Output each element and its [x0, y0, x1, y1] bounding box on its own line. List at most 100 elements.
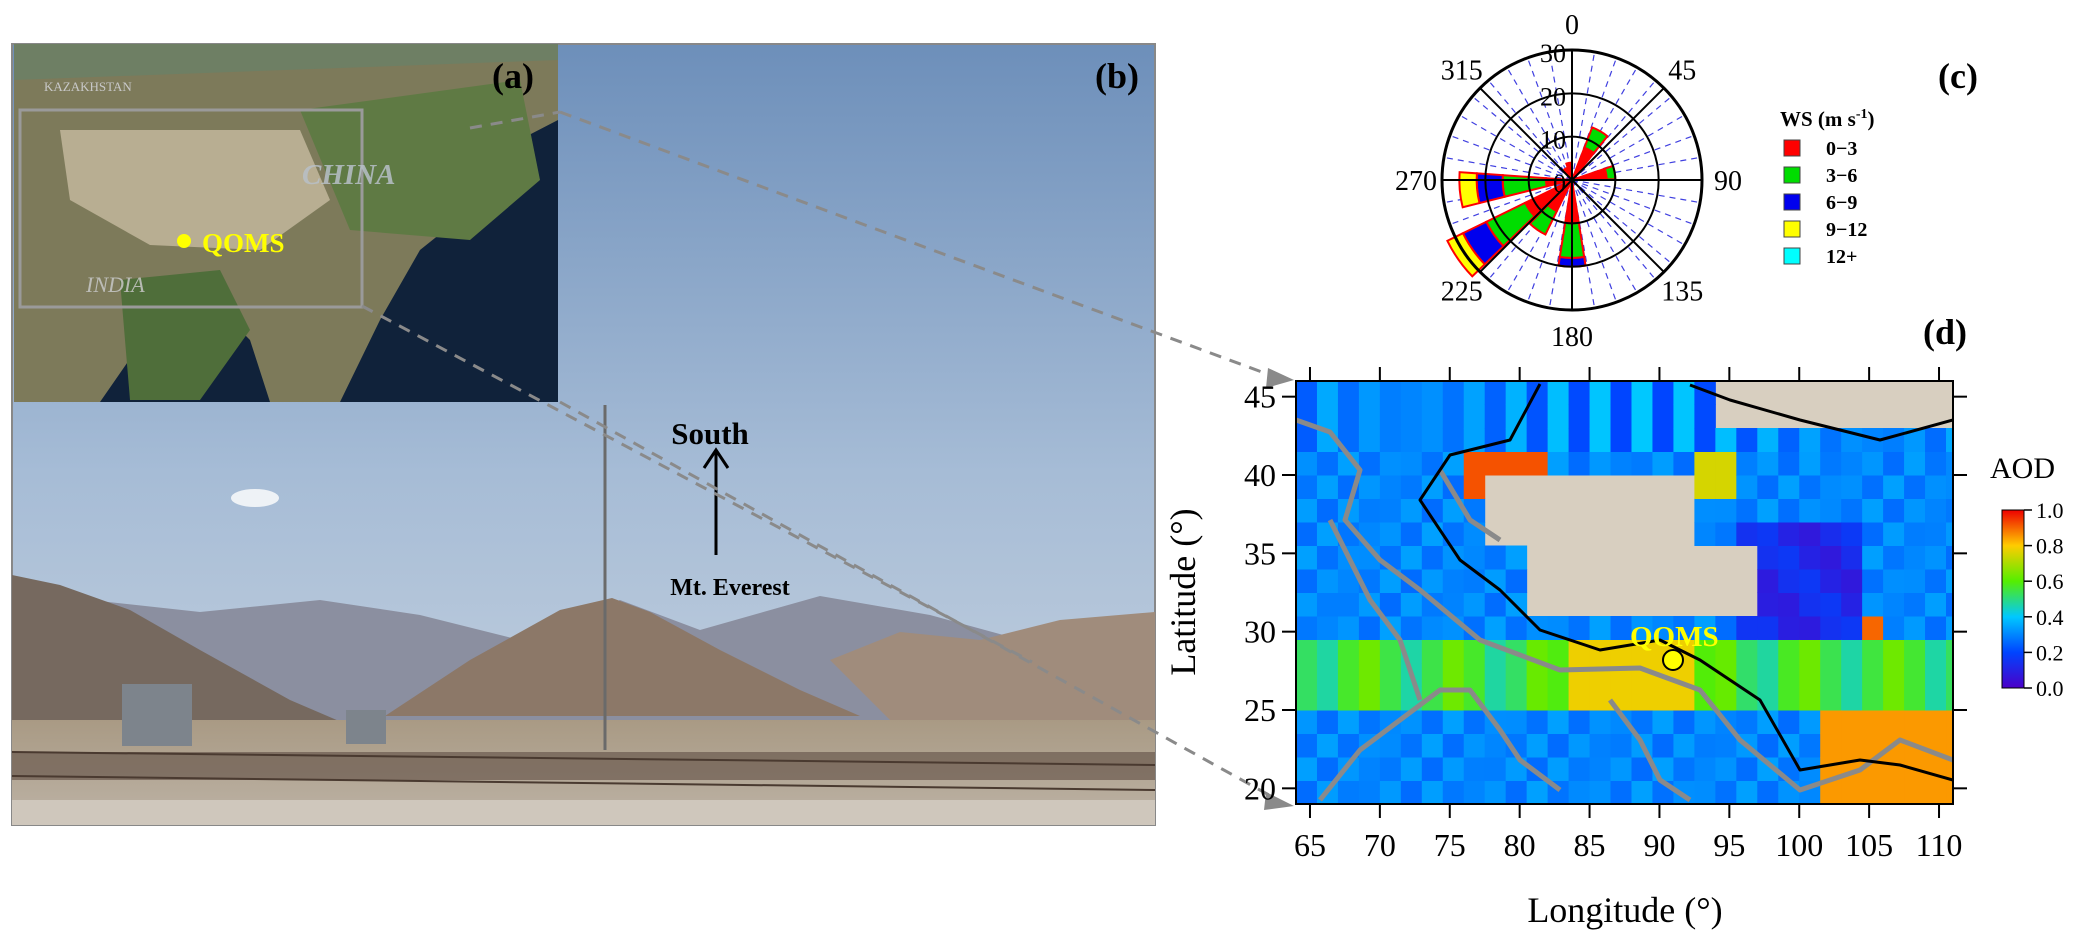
aod-cell [1400, 475, 1423, 499]
aod-cell [1337, 710, 1360, 734]
aod-cell [1799, 451, 1821, 476]
aod-cell [1379, 757, 1402, 781]
aod-cell [1652, 710, 1674, 734]
aod-cell [1421, 498, 1444, 523]
aod-cell [1337, 404, 1360, 429]
aod-cell [1316, 451, 1339, 476]
aod-cell [1547, 404, 1570, 429]
aod-cell [1883, 686, 1905, 711]
aod-cell [1337, 780, 1360, 804]
aod-cell [1547, 733, 1570, 758]
aod-cell [1400, 522, 1423, 546]
aod-cell [1820, 733, 1842, 758]
aod-cell [1841, 498, 1863, 523]
aod-cell [1694, 780, 1716, 804]
aod-cell [1883, 710, 1905, 734]
aod-cell [1316, 545, 1339, 570]
aod-cell [1421, 428, 1444, 452]
qoms-marker-map [1662, 649, 1684, 671]
aod-cell [1820, 616, 1842, 640]
rose-axis [1571, 87, 1665, 181]
aod-cell [1631, 381, 1653, 405]
aod-cell [1736, 780, 1758, 804]
aod-cell [1505, 733, 1528, 758]
colorbar-tick-label: 0.8 [2036, 534, 2064, 559]
aod-cell [1841, 616, 1863, 640]
wind-legend-swatch [1783, 166, 1801, 184]
aod-cell [1547, 686, 1570, 711]
aod-cell [1673, 686, 1695, 711]
aod-cell [1589, 757, 1612, 781]
aod-cell [1757, 592, 1779, 617]
aod-cell [1505, 404, 1528, 429]
aod-cell [1442, 522, 1465, 546]
aod-cell [1316, 475, 1339, 499]
aod-cell [1421, 639, 1444, 664]
aod-cell [1694, 757, 1716, 781]
aod-cell [1694, 663, 1716, 687]
aod-cell [1442, 545, 1465, 570]
aod-cell [1610, 428, 1632, 452]
aod-cell [1316, 639, 1339, 664]
aod-cell [1715, 733, 1737, 758]
aod-cell [1946, 639, 1953, 664]
x-tick-label: 85 [1574, 827, 1606, 863]
aod-cell [1883, 616, 1905, 640]
aod-cell [1442, 428, 1465, 452]
aod-cell [1463, 757, 1486, 781]
aod-cell [1337, 639, 1360, 664]
aod-cell [1568, 616, 1591, 640]
aod-cell [1358, 663, 1381, 687]
aod-cell [1337, 663, 1360, 687]
aod-cell [1505, 381, 1528, 405]
y-tick-label: 40 [1244, 457, 1276, 493]
colorbar-ticks: 1.0 0.8 0.6 0.4 0.2 0.0 [2024, 498, 2064, 701]
aod-cell [1946, 710, 1953, 734]
aod-cell [1296, 616, 1318, 640]
aod-cell [1778, 569, 1800, 593]
aod-cell [1505, 451, 1528, 476]
aod-cell [1778, 428, 1800, 452]
aod-cell [1631, 451, 1653, 476]
aod-cell [1337, 569, 1360, 593]
aod-cell [1358, 686, 1381, 711]
aod-cell [1883, 569, 1905, 593]
aod-cell [1778, 710, 1800, 734]
aod-cell [1610, 616, 1632, 640]
aod-cell [1904, 710, 1926, 734]
aod-cell [1715, 780, 1737, 804]
aod-cell [1337, 757, 1360, 781]
aod-cell [1568, 686, 1591, 711]
aod-cell [1820, 545, 1842, 570]
aod-cell [1694, 475, 1716, 499]
aod-cell [1736, 616, 1758, 640]
aod-cell [1484, 545, 1507, 570]
aod-cell [1568, 710, 1591, 734]
aod-cell [1652, 451, 1674, 476]
aod-cell [1589, 780, 1612, 804]
x-tick-label: 80 [1504, 827, 1536, 863]
aod-cell [1904, 451, 1926, 476]
aod-cell [1946, 545, 1953, 570]
wind-legend-swatch [1783, 193, 1801, 211]
panel-c-wind-rose: 30 20 10 0 0 45 90 135 180 225 270 315 [1395, 10, 1742, 353]
aod-cell [1694, 616, 1716, 640]
aod-cell [1925, 569, 1947, 593]
panel-label-d: (d) [1923, 312, 1967, 352]
y-tick-label: 20 [1244, 770, 1276, 806]
aod-cell [1736, 663, 1758, 687]
aod-cell [1631, 780, 1653, 804]
aod-cell [1505, 428, 1528, 452]
aod-cell [1799, 545, 1821, 570]
aod-cell [1799, 686, 1821, 711]
rose-wedge [1458, 171, 1481, 209]
aod-cell [1421, 451, 1444, 476]
aod-cell [1715, 498, 1737, 523]
aod-cell [1862, 569, 1884, 593]
aod-cell [1946, 663, 1953, 687]
aod-cell [1694, 428, 1716, 452]
aod-cell [1631, 616, 1653, 640]
aod-cell [1694, 733, 1716, 758]
aod-cell [1442, 780, 1465, 804]
aod-cell [1820, 475, 1842, 499]
